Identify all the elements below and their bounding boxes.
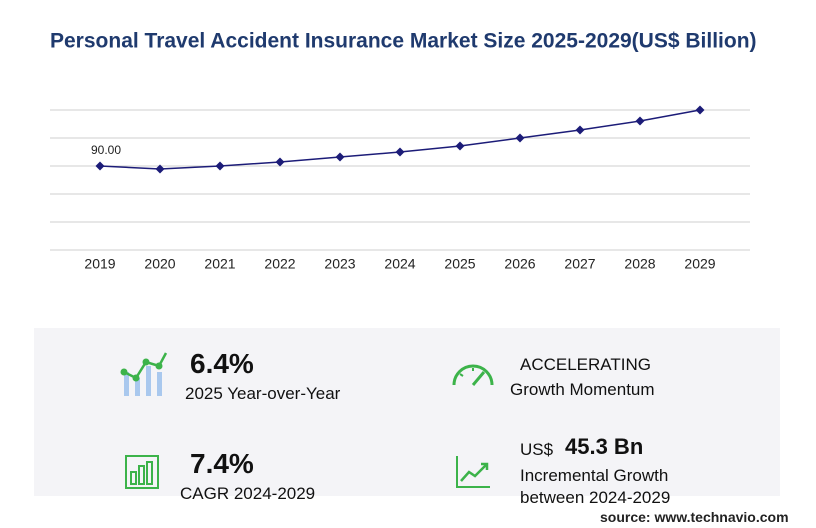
stat-label: Incremental Growth — [520, 466, 669, 485]
marker — [695, 105, 705, 115]
source: source: www.technavio.com — [600, 509, 789, 525]
chart: Personal Travel Accident Insurance Marke… — [50, 30, 757, 272]
line — [99, 109, 701, 170]
x-tick-label: 2026 — [504, 256, 535, 272]
marker — [335, 152, 345, 162]
marker — [575, 125, 585, 135]
x-tick-label: 2022 — [264, 256, 295, 272]
marker — [275, 157, 285, 167]
chart-title: Personal Travel Accident Insurance Marke… — [50, 30, 757, 53]
marker — [95, 161, 105, 171]
marker — [215, 161, 225, 171]
bars-icon — [125, 455, 159, 489]
data-label: 90.00 — [91, 143, 121, 157]
stat-value: 7.4% — [190, 448, 254, 479]
stat-label: Growth Momentum — [510, 380, 655, 399]
x-tick-label: 2027 — [564, 256, 595, 272]
trend-icon — [456, 456, 490, 488]
x-tick-label: 2025 — [444, 256, 475, 272]
stat-value: 45.3 Bn — [565, 434, 644, 459]
x-tick-label: 2024 — [384, 256, 415, 272]
x-tick-label: 2021 — [204, 256, 235, 272]
marker — [635, 116, 645, 126]
marker — [155, 164, 165, 174]
growth-icon — [120, 352, 168, 396]
stat-prefix: US$ — [520, 440, 554, 459]
stat-value: ACCELERATING — [520, 355, 651, 374]
stat-label: 2025 Year-over-Year — [185, 384, 341, 403]
marker — [515, 133, 525, 143]
stat-label: CAGR 2024-2029 — [180, 484, 316, 503]
gauge-icon — [452, 364, 494, 386]
x-tick-label: 2029 — [684, 256, 715, 272]
stat-label: between 2024-2029 — [520, 488, 671, 507]
x-tick-label: 2019 — [84, 256, 115, 272]
marker — [455, 141, 465, 151]
marker — [395, 147, 405, 157]
x-tick-label: 2020 — [144, 256, 175, 272]
x-tick-label: 2028 — [624, 256, 655, 272]
stat-value: 6.4% — [190, 348, 254, 379]
x-tick-label: 2023 — [324, 256, 355, 272]
